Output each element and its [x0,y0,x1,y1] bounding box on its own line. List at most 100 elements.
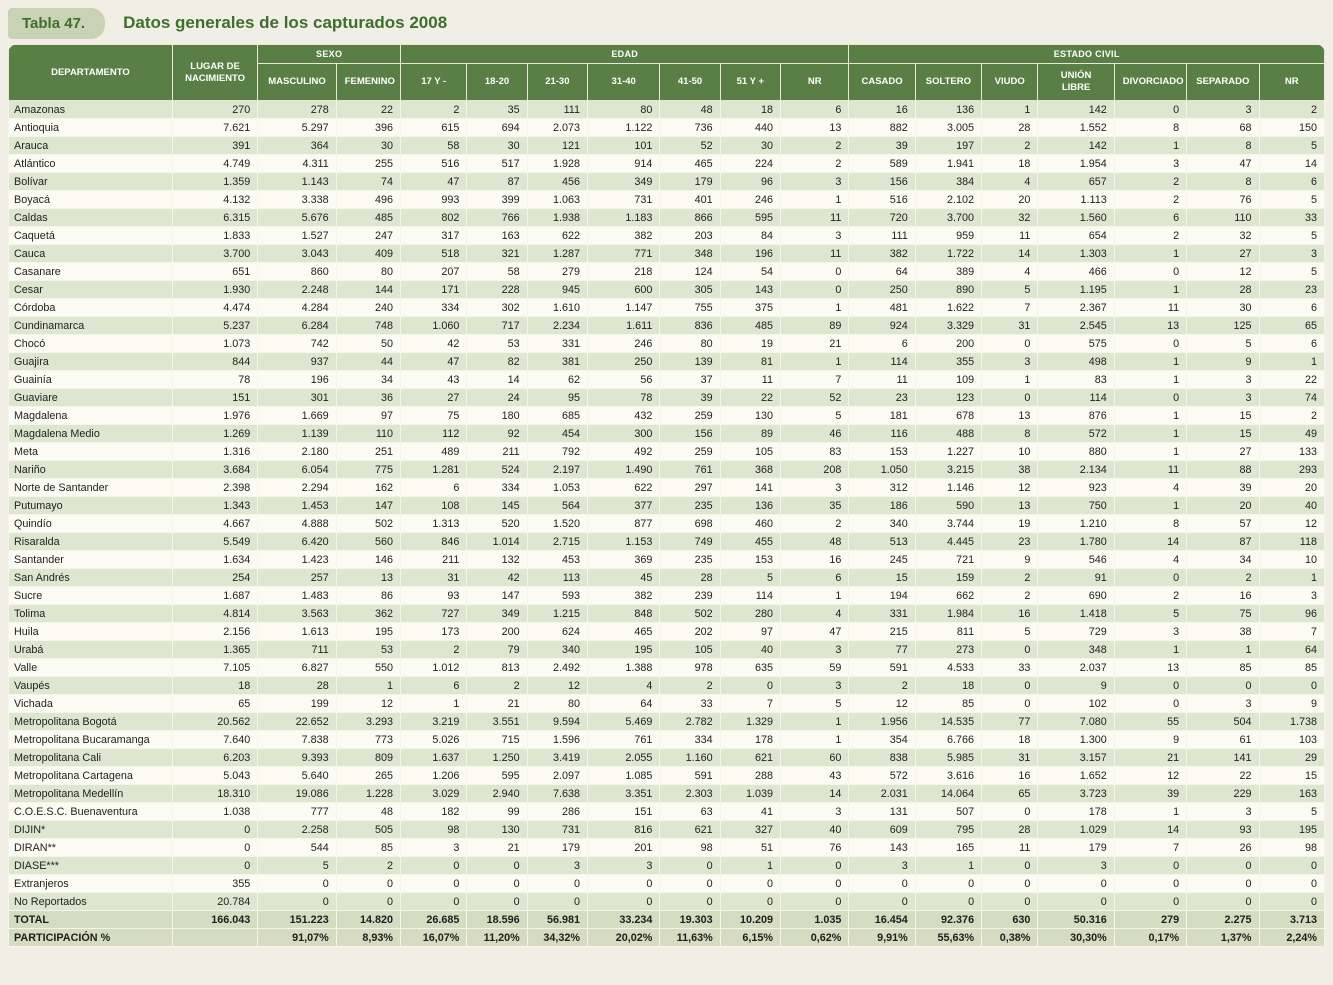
value-cell: 1.520 [526,514,589,533]
value-cell: 12 [848,694,916,713]
value-cell: 2,24% [1258,928,1325,947]
table-row: TOTAL 166.043 151.223 14.820 26.685 18.596 56.… [8,910,1325,929]
value-cell: 12 [1186,262,1260,281]
value-cell: 26.685 [400,910,468,929]
value-cell: 1.527 [257,226,337,245]
value-cell: 312 [848,478,916,497]
department-cell: DIASE*** [8,856,173,875]
value-cell: 6 [400,478,468,497]
value-cell: 4 [1113,478,1188,497]
column-header: VIUDO [981,63,1039,101]
value-cell: 56.981 [526,910,589,929]
value-cell: 1.303 [1037,244,1115,263]
value-cell: 11 [1113,460,1188,479]
value-cell: 55,63% [914,928,983,947]
value-cell: 1.147 [586,298,661,317]
value-cell: 16 [1186,586,1260,605]
column-header: SOLTERO [914,63,983,101]
value-cell: 51 [719,838,782,857]
value-cell: 36 [335,388,402,407]
value-cell: 0 [335,892,402,911]
value-cell: 3.157 [1037,748,1115,767]
table-row: Vaupés 18 28 1 6 2 12 4 2 0 3 2 18 0 9 0 0 0 [8,676,1325,695]
value-cell: 3 [586,856,661,875]
value-cell: 89 [779,316,850,335]
value-cell: 1 [1113,640,1188,659]
value-cell: 20 [981,190,1039,209]
value-cell: 1 [1258,352,1325,371]
value-cell: 1.930 [171,280,259,299]
value-cell: 846 [400,532,468,551]
value-cell: 1.622 [914,298,983,317]
value-cell: 0 [981,802,1039,821]
value-cell: 55 [1113,712,1188,731]
page-title: Datos generales de los capturados 2008 [123,13,448,32]
value-cell: 6.827 [257,658,337,677]
department-cell: Bolívar [8,172,173,191]
value-cell: 14.820 [335,910,402,929]
value-cell: 2 [1113,172,1188,191]
value-cell: 0 [719,892,782,911]
value-cell: 5.026 [400,730,468,749]
value-cell: 1.038 [171,802,259,821]
value-cell: 544 [257,838,337,857]
value-cell: 87 [1186,532,1260,551]
value-cell: 78 [586,388,661,407]
value-cell: 151.223 [257,910,337,929]
department-cell: Caquetá [8,226,173,245]
value-cell: 19.303 [659,910,721,929]
value-cell: 22.652 [257,712,337,731]
value-cell: 595 [466,766,528,785]
department-cell: Guaviare [8,388,173,407]
value-cell: 773 [335,730,402,749]
captures-table: DEPARTAMENTO LUGAR DE NACIMIENTO SEXO EDAD E… [8,44,1325,947]
value-cell: 21 [466,838,528,857]
value-cell: 0 [981,874,1039,893]
value-cell: 293 [1258,460,1325,479]
value-cell: 0 [1037,892,1115,911]
value-cell: 22 [1258,370,1325,389]
value-cell: 498 [1037,352,1115,371]
value-cell: 978 [659,658,721,677]
value-cell: 399 [466,190,528,209]
value-cell: 9.594 [526,712,589,731]
value-cell: 3.215 [914,460,983,479]
value-cell: 2.294 [257,478,337,497]
value-cell: 20 [1258,478,1325,497]
value-cell: 47 [400,352,468,371]
value-cell: 229 [1186,784,1260,803]
value-cell: 5 [981,622,1039,641]
value-cell: 95 [526,388,589,407]
value-cell: 14 [1258,154,1325,173]
value-cell: 48 [779,532,850,551]
value-cell: 368 [719,460,782,479]
value-cell: 317 [400,226,468,245]
department-cell: Risaralda [8,532,173,551]
value-cell: 513 [848,532,916,551]
value-cell: 0 [466,856,528,875]
value-cell: 505 [335,820,402,839]
value-cell: 0 [1186,892,1260,911]
value-cell: 279 [1113,910,1188,929]
value-cell: 102 [1037,694,1115,713]
value-cell: 47 [779,622,850,641]
value-cell: 159 [914,568,983,587]
value-cell: 162 [335,478,402,497]
value-cell: 698 [659,514,721,533]
value-cell: 82 [466,352,528,371]
table-row: PARTICIPACIÓN % 91,07% 8,93% 16,07% 11,20% 34… [8,928,1325,947]
value-cell: 0 [400,856,468,875]
value-cell: 1.227 [914,442,983,461]
value-cell: 195 [335,622,402,641]
value-cell: 21 [1113,748,1188,767]
value-cell: 53 [335,640,402,659]
department-cell: Huila [8,622,173,641]
value-cell: 816 [586,820,661,839]
value-cell: 2 [779,154,850,173]
value-cell: 6 [1258,298,1325,317]
value-cell: 624 [526,622,589,641]
value-cell: 731 [586,190,661,209]
value-cell: 49 [1258,424,1325,443]
value-cell: 30 [1186,298,1260,317]
value-cell: 0 [848,874,916,893]
